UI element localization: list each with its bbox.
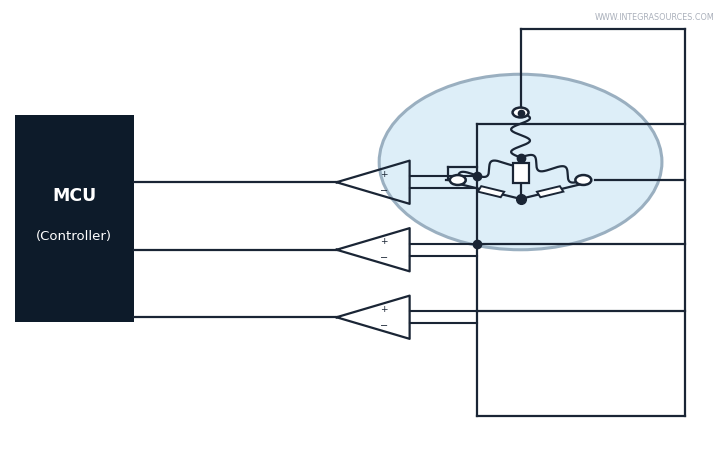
Text: −: − [380,321,388,331]
Bar [513,163,529,183]
Text: +: + [381,237,388,246]
Circle shape [513,108,529,117]
Circle shape [379,74,662,250]
Bar [14,115,134,322]
Circle shape [576,175,592,185]
Text: WWW.INTEGRASOURCES.COM: WWW.INTEGRASOURCES.COM [594,14,714,22]
Text: (Controller): (Controller) [36,230,112,243]
Text: −: − [380,253,388,263]
Text: MCU: MCU [52,187,96,205]
Text: −: − [380,186,388,196]
Bar [537,186,563,197]
Text: +: + [381,305,388,314]
Circle shape [450,175,465,185]
Bar [478,186,504,197]
Text: +: + [381,170,388,179]
